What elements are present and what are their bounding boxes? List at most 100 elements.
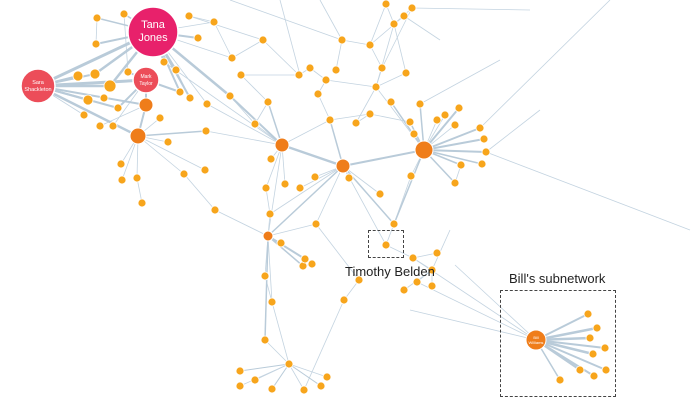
person-node-a9[interactable] — [123, 67, 133, 77]
person-node-a69[interactable] — [415, 99, 425, 109]
person-node-a77[interactable] — [481, 147, 491, 157]
person-node-a17[interactable] — [129, 127, 147, 145]
person-node-a23[interactable] — [159, 57, 169, 67]
person-node-a85[interactable] — [432, 248, 442, 258]
person-node-a56[interactable] — [351, 118, 361, 128]
timothy-belden-selection-box[interactable] — [368, 230, 404, 258]
person-node-a44[interactable] — [274, 137, 290, 153]
person-node-a8[interactable] — [103, 79, 117, 93]
person-node-a84[interactable] — [408, 253, 418, 263]
person-node-b9[interactable] — [555, 375, 565, 385]
person-node-a13[interactable] — [95, 121, 105, 131]
person-node-a66[interactable] — [386, 97, 396, 107]
person-node-a101[interactable] — [235, 366, 245, 376]
person-node-a41[interactable] — [261, 183, 271, 193]
person-node-a47[interactable] — [321, 75, 331, 85]
person-node-a75[interactable] — [475, 123, 485, 133]
person-node-b4[interactable] — [600, 343, 610, 353]
person-node-a61[interactable] — [381, 0, 391, 9]
person-node-a48[interactable] — [313, 89, 323, 99]
person-node-a53[interactable] — [371, 82, 381, 92]
person-node-a104[interactable] — [267, 384, 277, 394]
person-node-b8[interactable] — [589, 371, 599, 381]
person-node-a74[interactable] — [454, 103, 464, 113]
person-node-a15[interactable] — [108, 121, 118, 131]
person-node-a31[interactable] — [116, 159, 126, 169]
bill-subnetwork-selection-box[interactable] — [500, 290, 616, 397]
person-node-a96[interactable] — [354, 275, 364, 285]
person-node-a3[interactable] — [184, 11, 194, 21]
person-node-a10[interactable] — [99, 93, 109, 103]
hub-node-bill-williams[interactable]: Bill Williams — [525, 329, 547, 351]
person-node-a33[interactable] — [132, 173, 142, 183]
person-node-a99[interactable] — [260, 271, 270, 281]
person-node-b7[interactable] — [575, 365, 585, 375]
person-node-a63[interactable] — [399, 11, 409, 21]
person-node-b6[interactable] — [601, 365, 611, 375]
person-node-a54[interactable] — [325, 115, 335, 125]
person-node-a106[interactable] — [316, 381, 326, 391]
person-node-a103[interactable] — [235, 381, 245, 391]
person-node-a42[interactable] — [280, 179, 290, 189]
person-node-a79[interactable] — [456, 160, 466, 170]
person-node-a19[interactable] — [155, 113, 165, 123]
person-node-a65[interactable] — [401, 68, 411, 78]
person-node-a49[interactable] — [331, 65, 341, 75]
person-node-a83[interactable] — [381, 240, 391, 250]
hub-node-sara-shackleton[interactable]: Sara Shackleton — [20, 68, 56, 104]
person-node-a39[interactable] — [263, 97, 273, 107]
person-node-a78[interactable] — [477, 159, 487, 169]
person-node-a21[interactable] — [185, 93, 195, 103]
person-node-a6[interactable] — [72, 70, 84, 82]
person-node-a28[interactable] — [258, 35, 268, 45]
person-node-a89[interactable] — [427, 281, 437, 291]
person-node-a27[interactable] — [236, 70, 246, 80]
person-node-a58[interactable] — [310, 172, 320, 182]
person-node-a29[interactable] — [225, 91, 235, 101]
person-node-a38[interactable] — [250, 119, 260, 129]
person-node-a62[interactable] — [389, 19, 399, 29]
person-node-a87[interactable] — [412, 277, 422, 287]
person-node-a94[interactable] — [307, 259, 317, 269]
person-node-a40[interactable] — [266, 154, 276, 164]
person-node-a14[interactable] — [113, 103, 123, 113]
person-node-a90[interactable] — [262, 230, 274, 242]
person-node-a7[interactable] — [89, 68, 101, 80]
person-node-a102[interactable] — [250, 375, 260, 385]
person-node-a20[interactable] — [175, 87, 185, 97]
person-node-b2[interactable] — [592, 323, 602, 333]
person-node-a30[interactable] — [201, 126, 211, 136]
person-node-a36[interactable] — [200, 165, 210, 175]
person-node-a86[interactable] — [427, 265, 437, 275]
person-node-a24[interactable] — [171, 65, 181, 75]
person-node-a107[interactable] — [322, 372, 332, 382]
person-node-a91[interactable] — [276, 238, 286, 248]
person-node-a76[interactable] — [479, 134, 489, 144]
person-node-a34[interactable] — [137, 198, 147, 208]
person-node-a71[interactable] — [432, 115, 442, 125]
person-node-a2[interactable] — [119, 9, 129, 19]
person-node-a16[interactable] — [138, 97, 154, 113]
person-node-a32[interactable] — [117, 175, 127, 185]
person-node-a105[interactable] — [299, 385, 309, 395]
person-node-a4[interactable] — [193, 33, 203, 43]
person-node-a1[interactable] — [92, 13, 102, 23]
person-node-a52[interactable] — [377, 63, 387, 73]
person-node-a97[interactable] — [267, 297, 277, 307]
person-node-a25[interactable] — [209, 17, 219, 27]
person-node-a5[interactable] — [91, 39, 101, 49]
person-node-a55[interactable] — [335, 158, 351, 174]
person-node-a64[interactable] — [407, 3, 417, 13]
person-node-a37[interactable] — [210, 205, 220, 215]
person-node-a59[interactable] — [344, 173, 354, 183]
person-node-a18[interactable] — [163, 137, 173, 147]
person-node-a93[interactable] — [300, 254, 310, 264]
person-node-a35[interactable] — [179, 169, 189, 179]
person-node-a45[interactable] — [294, 70, 304, 80]
person-node-a68[interactable] — [409, 129, 419, 139]
person-node-a98[interactable] — [260, 335, 270, 345]
person-node-a82[interactable] — [389, 219, 399, 229]
hub-node-tana-jones[interactable]: Tana Jones — [127, 6, 179, 58]
person-node-a60[interactable] — [375, 189, 385, 199]
